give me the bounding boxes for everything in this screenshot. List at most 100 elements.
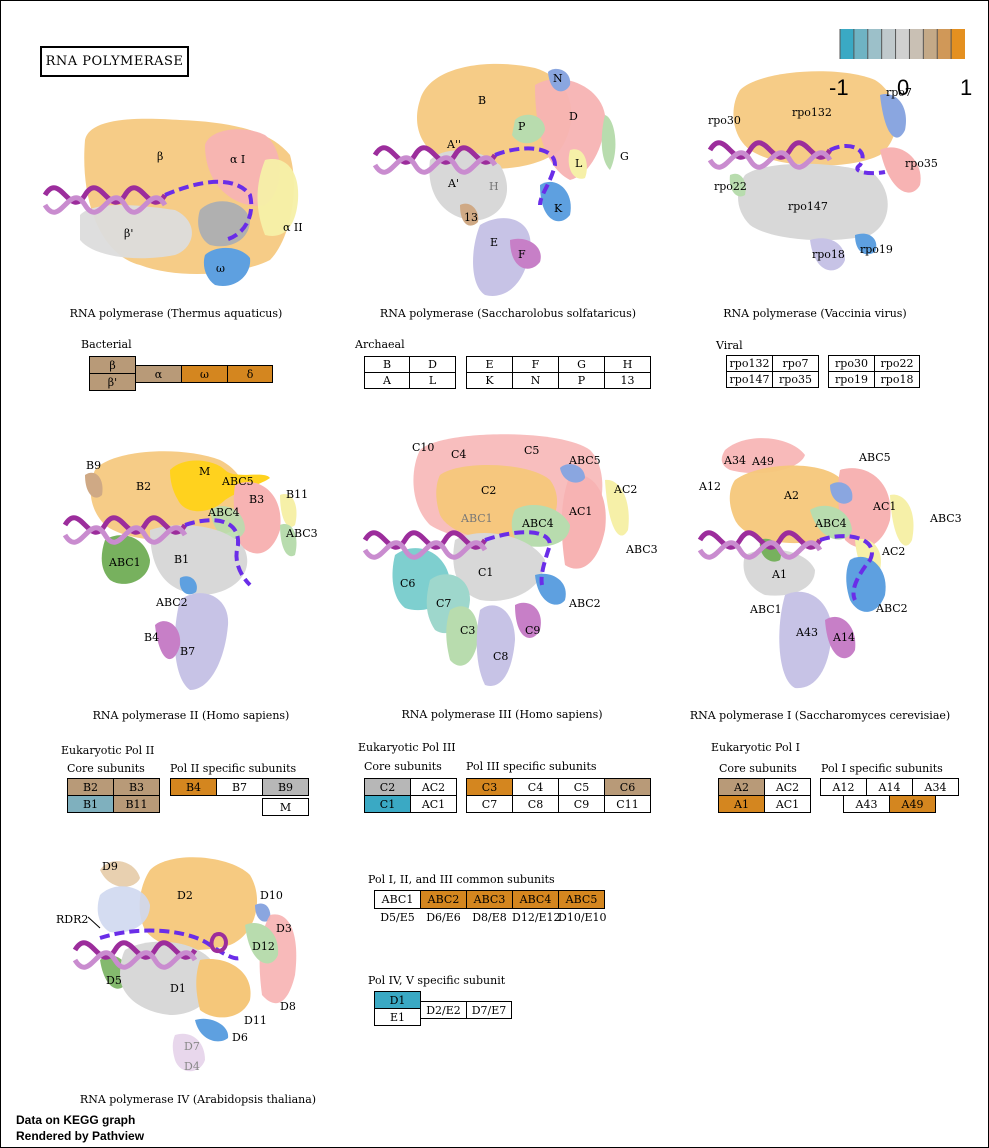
pol4-subunit-label: D11 [244, 1014, 267, 1027]
legend-swatch [923, 29, 938, 59]
footer-line1: Data on KEGG graph [16, 1113, 136, 1127]
pol1-subunit-label: ABC4 [815, 517, 847, 530]
sulfolobus-subunit-label: A' [448, 177, 459, 190]
section-bacterial: Bacterial [81, 338, 132, 351]
pol3-specific-box: C8 [512, 795, 559, 813]
common-subunit-alias: D12/E12 [512, 911, 561, 924]
pol4-subunit-label: D5 [106, 974, 122, 987]
archaeal-box: G [558, 356, 605, 373]
sulfolobus-subunit-label: E [490, 236, 499, 249]
footer-line2: Rendered by Pathview [16, 1129, 145, 1143]
legend-swatch [937, 29, 952, 59]
pol3-core-label: Core subunits [364, 760, 442, 773]
pol3-subunit-label: C8 [493, 650, 509, 663]
pol1-core-box: AC2 [764, 778, 811, 796]
section-euk-pol2: Eukaryotic Pol II [61, 744, 155, 757]
pol2-core-box: B1 [67, 795, 114, 813]
vaccinia-polymerase-illustration [707, 71, 921, 271]
archaeal-box: P [558, 372, 605, 389]
pol1-subunit-label: ABC5 [859, 451, 891, 464]
common-subunit-alias: D10/E10 [558, 911, 607, 924]
pol3-specific-box: C4 [512, 778, 559, 796]
pol1-specific-box: A14 [866, 778, 913, 796]
pol4-subunit-label: D4 [184, 1060, 200, 1073]
archaeal-box: L [409, 372, 456, 389]
legend-color-bar [839, 29, 965, 59]
caption-sulfolobus: RNA polymerase (Saccharolobus solfataric… [379, 307, 637, 320]
bacterial-box: β' [89, 373, 136, 391]
pol1-subunit-label: AC2 [882, 545, 906, 558]
pol3-subunit-label: ABC5 [569, 454, 601, 467]
pol3-specific-box: C7 [466, 795, 513, 813]
pol4-subunit-label: D1 [170, 982, 186, 995]
pol3-subunit-label: ABC4 [522, 517, 554, 530]
pol3-subunit-label: ABC3 [626, 543, 658, 556]
pol2-subunit-label: B3 [249, 493, 265, 506]
pol4-subunit-label: D6 [232, 1031, 248, 1044]
vaccinia-subunit-label: rpo18 [812, 248, 845, 261]
pol2-illustration [62, 451, 297, 690]
caption-vaccinia: RNA polymerase (Vaccinia virus) [723, 307, 907, 320]
section-archaeal: Archaeal [355, 338, 405, 351]
pol45-box: D7/E7 [466, 1001, 512, 1019]
pol3-subunit-label: AC2 [614, 483, 638, 496]
thermus-subunit-label: α II [283, 221, 303, 234]
common-subunit-alias: D5/E5 [380, 911, 415, 924]
common-subunit-box: ABC4 [512, 890, 559, 909]
pol1-illustration [697, 438, 914, 689]
vaccinia-subunit-label: rpo35 [905, 157, 938, 170]
legend-swatch [895, 29, 910, 59]
bacterial-box: ω [181, 365, 228, 383]
pol3-subunit-label: C3 [460, 624, 476, 637]
vaccinia-subunit-label: rpo22 [714, 180, 747, 193]
pol2-core-box: B11 [113, 795, 160, 813]
pol4-subunit-label: D8 [280, 1000, 296, 1013]
sulfolobus-subunit-label: B [478, 94, 487, 107]
pol3-subunit-label: C1 [478, 566, 494, 579]
pol2-specific-box: M [262, 798, 309, 816]
sulfolobus-subunit-label: F [518, 248, 526, 261]
pol1-subunit-label: A43 [796, 626, 818, 639]
pol1-core-box: A1 [718, 795, 765, 813]
pol4-subunit-label: RDR2 [56, 913, 89, 926]
vaccinia-subunit-label: rpo7 [886, 86, 912, 99]
legend-swatch [909, 29, 924, 59]
diagram-title: RNA POLYMERASE [40, 46, 189, 77]
thermus-subunit-label: β' [124, 227, 134, 240]
pol2-specific-label: Pol II specific subunits [170, 762, 297, 775]
thermus-subunit-label: β [157, 150, 164, 163]
pol2-subunit-label: ABC2 [156, 596, 188, 609]
pol2-core-label: Core subunits [67, 762, 145, 775]
common-subunit-box: ABC2 [420, 890, 467, 909]
caption-thermus: RNA polymerase (Thermus aquaticus) [69, 307, 283, 320]
pol1-subunit-label: A34 [724, 454, 746, 467]
viral-box: rpo19 [828, 371, 875, 388]
pol3-specific-label: Pol III specific subunits [466, 760, 597, 773]
sulfolobus-subunit-label: 13 [464, 211, 478, 224]
archaeal-box: K [466, 372, 513, 389]
pol1-subunit-label: A12 [699, 480, 721, 493]
archaeal-box: A [364, 372, 410, 389]
pol1-core-box: AC1 [764, 795, 811, 813]
pol2-core-box: B3 [113, 778, 160, 796]
viral-box: rpo22 [874, 355, 920, 372]
vaccinia-subunit-label: rpo147 [788, 200, 828, 213]
pol1-core-label: Core subunits [719, 762, 797, 775]
legend-swatch [951, 29, 965, 59]
pol2-specific-box: B4 [170, 778, 217, 796]
pol3-subunit-label: ABC2 [569, 597, 601, 610]
pol2-subunit-label: B7 [180, 645, 196, 658]
pol1-specific-box: A43 [843, 795, 890, 813]
section-euk-pol3: Eukaryotic Pol III [358, 741, 456, 754]
common-subunit-box: ABC5 [558, 890, 605, 909]
viral-box: rpo7 [772, 355, 819, 372]
pol3-subunit-label: C2 [481, 484, 497, 497]
pol2-subunit-label: ABC1 [109, 556, 141, 569]
thermus-subunit-label: α I [230, 153, 246, 166]
pol3-subunit-label: C5 [524, 444, 540, 457]
pol3-core-box: AC2 [410, 778, 457, 796]
pol4-subunit-label: D9 [102, 860, 118, 873]
legend-max-label: 1 [960, 75, 973, 100]
pol4-subunit-label: D12 [252, 940, 275, 953]
